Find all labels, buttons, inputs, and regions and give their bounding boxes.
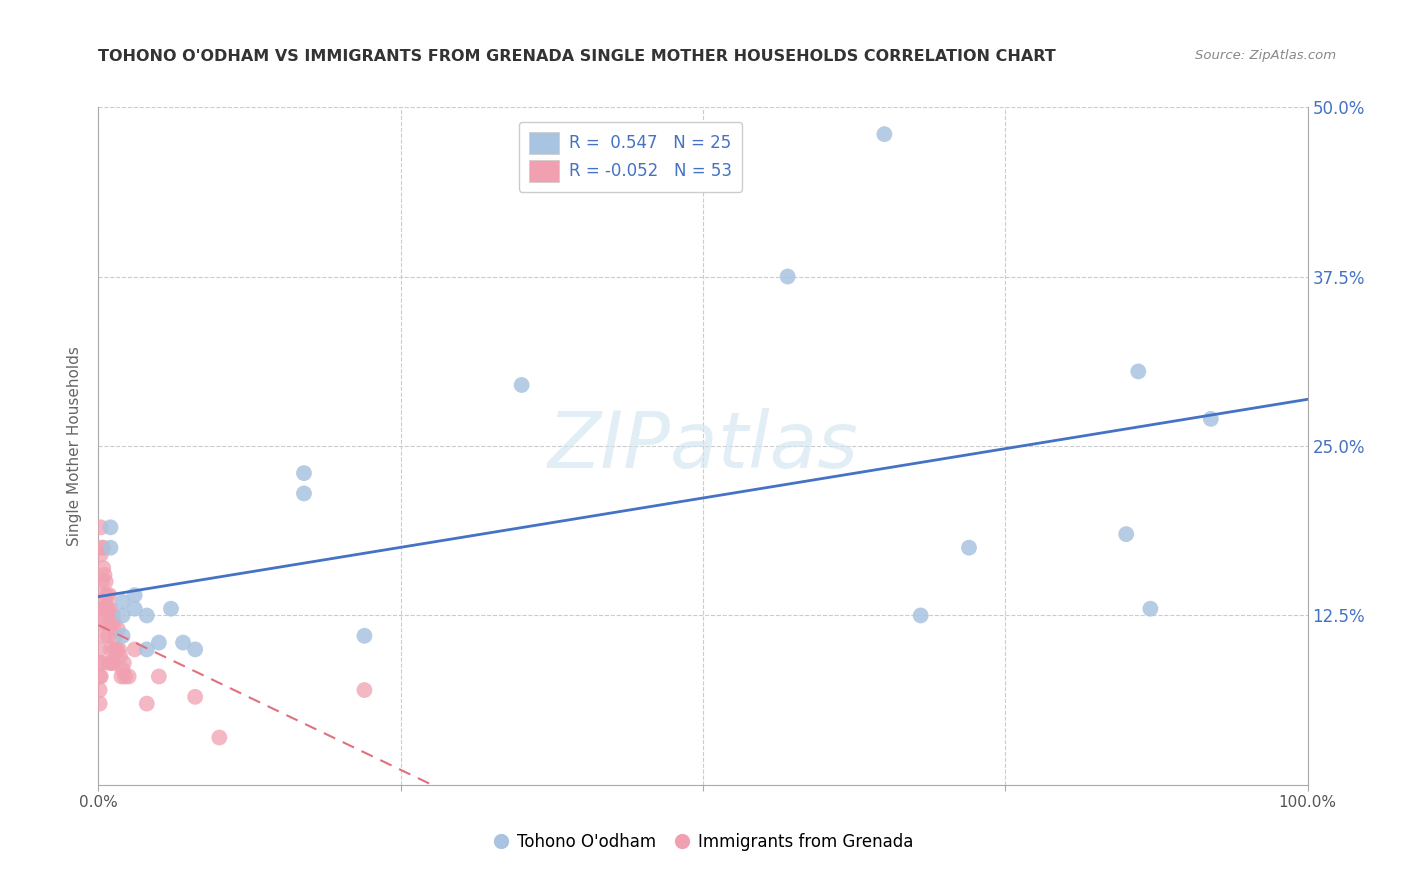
- Point: [353, 683, 375, 698]
- Point: [90, 548, 112, 562]
- Point: [510, 378, 533, 392]
- Point: [124, 642, 146, 657]
- Point: [97, 629, 120, 643]
- Point: [108, 642, 131, 657]
- Point: [98, 656, 121, 670]
- Point: [89, 669, 111, 683]
- Point: [97, 601, 120, 615]
- Point: [111, 663, 134, 677]
- Point: [124, 588, 146, 602]
- Point: [90, 615, 112, 630]
- Point: [103, 642, 125, 657]
- Point: [910, 608, 932, 623]
- Point: [108, 649, 131, 664]
- Point: [124, 601, 146, 615]
- Text: Source: ZipAtlas.com: Source: ZipAtlas.com: [1195, 49, 1336, 62]
- Point: [90, 669, 112, 683]
- Point: [112, 656, 135, 670]
- Text: TOHONO O'ODHAM VS IMMIGRANTS FROM GRENADA SINGLE MOTHER HOUSEHOLDS CORRELATION C: TOHONO O'ODHAM VS IMMIGRANTS FROM GRENAD…: [98, 49, 1056, 64]
- Point: [1139, 601, 1161, 615]
- Point: [118, 669, 141, 683]
- Point: [135, 608, 157, 623]
- Point: [135, 642, 157, 657]
- Point: [184, 642, 207, 657]
- Point: [93, 629, 115, 643]
- Point: [148, 669, 170, 683]
- Point: [114, 669, 136, 683]
- Point: [184, 690, 207, 704]
- Point: [1128, 364, 1150, 378]
- Point: [91, 601, 114, 615]
- Point: [90, 520, 112, 534]
- Point: [160, 601, 183, 615]
- Point: [873, 127, 896, 141]
- Point: [96, 588, 118, 602]
- Point: [110, 669, 132, 683]
- Point: [105, 642, 128, 657]
- Point: [111, 629, 134, 643]
- Point: [91, 541, 114, 555]
- Point: [100, 520, 122, 534]
- Point: [98, 588, 121, 602]
- Point: [89, 697, 111, 711]
- Text: ZIPatlas: ZIPatlas: [547, 408, 859, 484]
- Point: [100, 656, 122, 670]
- Point: [90, 601, 112, 615]
- Point: [89, 656, 111, 670]
- Point: [292, 466, 315, 480]
- Point: [91, 574, 114, 589]
- Point: [353, 629, 375, 643]
- Point: [100, 601, 122, 615]
- Legend: Tohono O'odham, Immigrants from Grenada: Tohono O'odham, Immigrants from Grenada: [485, 827, 921, 858]
- Point: [148, 635, 170, 649]
- Point: [292, 486, 315, 500]
- Point: [111, 595, 134, 609]
- Y-axis label: Single Mother Households: Single Mother Households: [67, 346, 83, 546]
- Point: [135, 697, 157, 711]
- Point: [111, 608, 134, 623]
- Point: [89, 642, 111, 657]
- Point: [208, 731, 231, 745]
- Point: [93, 567, 115, 582]
- Point: [100, 615, 122, 630]
- Point: [107, 622, 129, 636]
- Point: [100, 541, 122, 555]
- Point: [89, 683, 111, 698]
- Point: [91, 561, 114, 575]
- Point: [101, 608, 124, 623]
- Point: [91, 601, 114, 615]
- Point: [96, 601, 118, 615]
- Point: [100, 642, 122, 657]
- Point: [91, 541, 114, 555]
- Point: [101, 656, 124, 670]
- Point: [103, 615, 125, 630]
- Point: [957, 541, 980, 555]
- Point: [91, 656, 114, 670]
- Point: [172, 635, 194, 649]
- Point: [94, 615, 117, 630]
- Point: [93, 588, 115, 602]
- Point: [1199, 412, 1222, 426]
- Point: [1115, 527, 1137, 541]
- Point: [94, 574, 117, 589]
- Point: [104, 629, 127, 643]
- Point: [100, 615, 122, 630]
- Point: [776, 269, 799, 284]
